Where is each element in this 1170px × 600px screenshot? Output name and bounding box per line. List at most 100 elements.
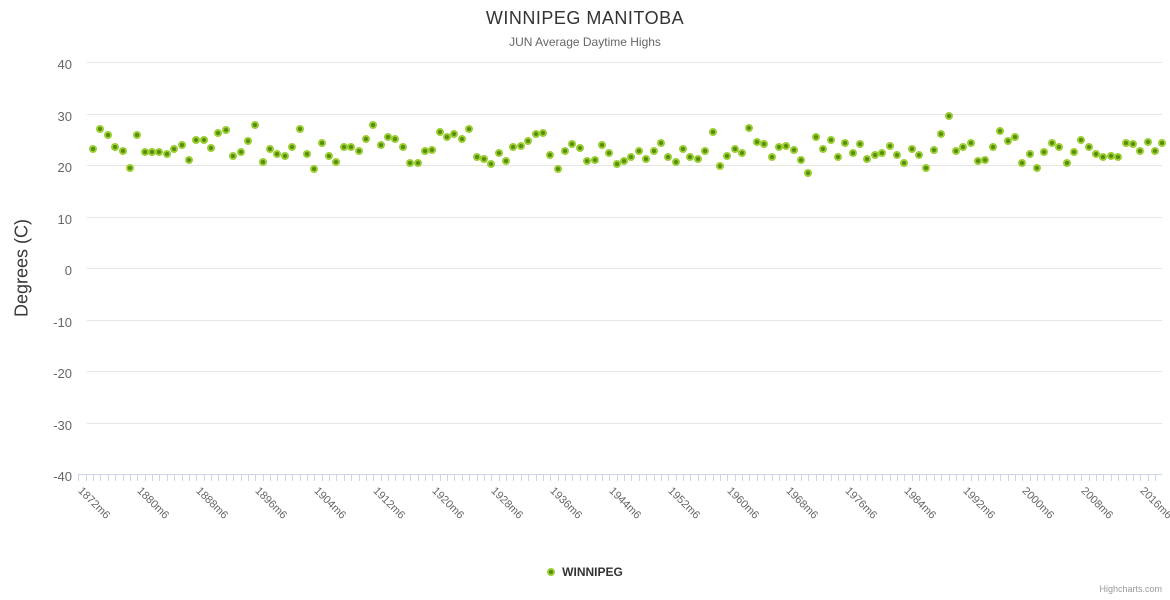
data-point[interactable] [266,144,274,153]
data-point[interactable] [1047,139,1056,148]
data-point[interactable] [988,143,997,152]
data-point[interactable] [251,121,260,130]
data-point[interactable] [295,125,304,134]
data-point[interactable] [590,155,599,164]
data-point[interactable] [627,153,636,162]
data-point[interactable] [487,159,496,168]
data-point[interactable] [317,139,326,148]
data-point[interactable] [1158,138,1167,147]
data-point[interactable] [649,147,658,156]
data-point[interactable] [118,147,127,156]
data-point[interactable] [391,135,400,144]
data-point[interactable] [280,152,289,161]
data-point[interactable] [494,148,503,157]
data-point[interactable] [325,152,333,161]
data-point[interactable] [767,153,776,162]
data-point[interactable] [892,150,901,159]
data-point[interactable] [428,146,437,155]
data-point[interactable] [361,135,370,144]
data-point[interactable] [472,153,481,162]
data-point[interactable] [140,147,149,156]
data-point[interactable] [89,144,97,153]
data-point[interactable] [612,159,621,168]
data-point[interactable] [184,155,193,164]
data-point[interactable] [715,161,724,170]
data-point[interactable] [1077,135,1086,144]
data-point[interactable] [789,146,798,155]
data-point[interactable] [642,155,651,164]
data-point[interactable] [420,146,429,155]
data-point[interactable] [332,157,341,166]
data-point[interactable] [723,152,732,161]
data-point[interactable] [457,135,466,144]
data-point[interactable] [664,153,673,162]
data-point[interactable] [686,153,695,162]
data-point[interactable] [1092,150,1100,159]
data-point[interactable] [524,136,533,145]
data-point[interactable] [981,155,990,164]
data-point[interactable] [738,148,746,157]
data-point[interactable] [243,137,252,146]
data-point[interactable] [996,126,1005,135]
data-point[interactable] [133,130,142,139]
data-point[interactable] [561,147,569,156]
data-point[interactable] [479,155,488,164]
data-point[interactable] [214,129,223,138]
data-point[interactable] [782,141,791,150]
data-point[interactable] [435,128,444,137]
data-point[interactable] [398,142,407,151]
data-point[interactable] [1040,148,1049,157]
data-point[interactable] [103,130,112,139]
data-point[interactable] [553,164,562,173]
data-point[interactable] [774,143,783,152]
data-point[interactable] [797,156,805,165]
data-point[interactable] [148,147,156,156]
data-point[interactable] [1010,133,1019,142]
data-point[interactable] [819,144,828,153]
data-point[interactable] [1062,159,1071,168]
data-point[interactable] [900,159,909,168]
data-point[interactable] [155,147,164,156]
data-point[interactable] [922,164,931,173]
data-point[interactable] [413,158,422,167]
data-point[interactable] [531,130,540,139]
data-point[interactable] [841,139,850,148]
data-point[interactable] [944,112,953,121]
data-point[interactable] [1143,137,1152,146]
data-point[interactable] [1151,147,1159,156]
data-point[interactable] [125,164,134,173]
data-point[interactable] [811,133,820,142]
data-point[interactable] [288,143,297,152]
data-point[interactable] [974,156,982,165]
data-point[interactable] [347,143,356,152]
data-point[interactable] [450,130,459,139]
data-point[interactable] [679,144,687,153]
data-point[interactable] [915,150,923,159]
data-point[interactable] [376,141,385,150]
data-point[interactable] [1018,159,1027,168]
data-point[interactable] [929,146,938,155]
data-point[interactable] [111,143,120,152]
data-point[interactable] [302,149,311,158]
data-point[interactable] [354,147,363,156]
data-point[interactable] [465,125,474,134]
data-point[interactable] [236,147,245,156]
data-point[interactable] [516,141,525,150]
data-point[interactable] [856,140,864,149]
data-point[interactable] [170,144,179,153]
data-point[interactable] [406,159,415,168]
data-point[interactable] [885,142,894,151]
data-point[interactable] [937,130,946,139]
data-point[interactable] [671,157,680,166]
data-point[interactable] [1003,136,1012,145]
data-point[interactable] [656,139,665,148]
data-point[interactable] [966,139,975,148]
data-point[interactable] [384,133,392,142]
data-point[interactable] [597,141,606,150]
data-point[interactable] [221,126,230,135]
data-point[interactable] [752,138,761,147]
data-point[interactable] [870,151,879,160]
data-point[interactable] [443,133,451,142]
data-point[interactable] [1099,152,1108,161]
data-point[interactable] [605,148,614,157]
